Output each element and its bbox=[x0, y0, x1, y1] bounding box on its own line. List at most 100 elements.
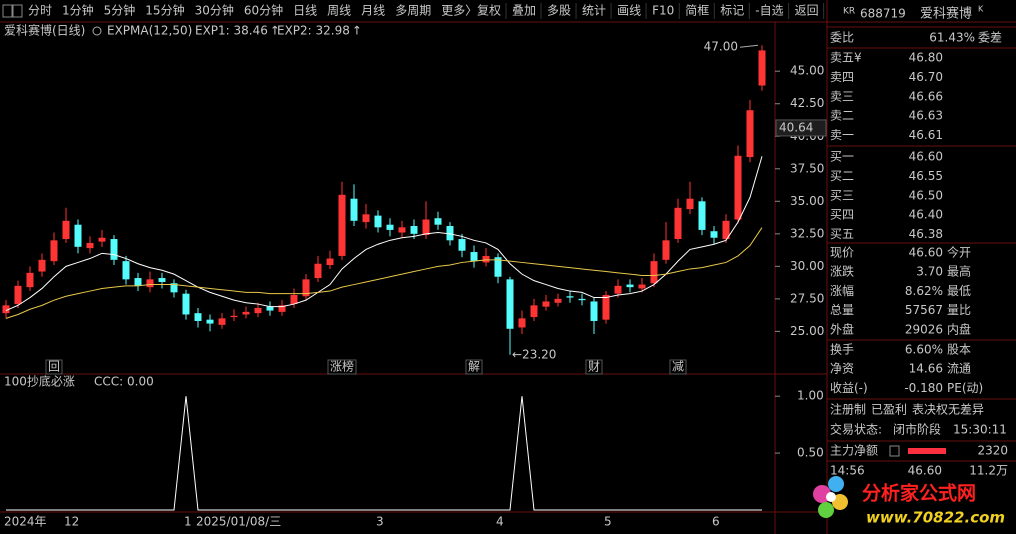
candle-body bbox=[134, 278, 142, 286]
candle-body bbox=[326, 258, 334, 266]
y-tick-label: 32.50 bbox=[790, 226, 824, 240]
period-tab[interactable]: 分时 bbox=[28, 4, 52, 18]
status-label: 交易状态: bbox=[830, 422, 882, 437]
tool-button[interactable]: -自选 bbox=[755, 4, 783, 18]
candle-body bbox=[746, 110, 754, 158]
high-pointer bbox=[739, 44, 759, 48]
event-marker-box bbox=[327, 359, 357, 375]
indicator-icon[interactable] bbox=[92, 26, 102, 36]
row-value: 29026 bbox=[905, 322, 943, 336]
period-tab[interactable]: 周线 bbox=[327, 4, 351, 18]
candle-body bbox=[14, 285, 22, 305]
candle-body bbox=[62, 220, 70, 240]
cursor-price-box bbox=[775, 119, 827, 137]
period-tab[interactable]: 多周期 bbox=[395, 4, 431, 18]
period-tab[interactable]: 1分钟 bbox=[62, 3, 94, 18]
row-label: 外盘 bbox=[830, 321, 854, 336]
badge: K bbox=[978, 5, 984, 14]
cursor-price-label: 40.64 bbox=[779, 120, 813, 134]
candle-body bbox=[590, 301, 598, 321]
candle-body bbox=[290, 294, 298, 305]
candle-body bbox=[602, 294, 610, 320]
book-label: 卖四 bbox=[830, 70, 854, 84]
tag: 表决权无差异 bbox=[912, 403, 984, 417]
logo-petal bbox=[832, 494, 848, 510]
row-label: 今开 bbox=[947, 245, 971, 260]
candle-body bbox=[710, 231, 718, 238]
tool-button[interactable]: 叠加 bbox=[512, 4, 536, 18]
tool-button[interactable]: 标记 bbox=[720, 4, 744, 18]
tool-button[interactable]: 返回 bbox=[795, 4, 819, 18]
candle-body bbox=[170, 283, 178, 293]
candle-body bbox=[314, 263, 322, 279]
period-tab[interactable]: 60分钟 bbox=[244, 3, 283, 18]
candle-body bbox=[194, 313, 202, 321]
book-label: 卖二 bbox=[830, 109, 854, 123]
candle-body bbox=[74, 224, 82, 247]
tool-button[interactable]: 多股 bbox=[547, 4, 571, 18]
tool-button[interactable]: 统计 bbox=[582, 4, 606, 18]
tool-button[interactable]: 简框 bbox=[685, 4, 709, 18]
candle-body bbox=[218, 318, 226, 325]
period-tab[interactable]: 15分钟 bbox=[145, 3, 184, 18]
period-tab[interactable]: 日线 bbox=[293, 4, 317, 18]
candle-body bbox=[278, 305, 286, 312]
event-marker[interactable]: 财 bbox=[588, 360, 600, 374]
tool-button[interactable]: 画线 bbox=[617, 4, 641, 18]
candle-body bbox=[422, 219, 430, 236]
row-value: 57567 bbox=[905, 303, 943, 317]
y-tick-label: 1.00 bbox=[797, 389, 824, 403]
candle-body bbox=[698, 201, 706, 230]
period-tab[interactable]: 更多〉 bbox=[441, 4, 477, 18]
candle-body bbox=[182, 293, 190, 315]
candle-body bbox=[686, 198, 694, 210]
indicator-line bbox=[6, 396, 762, 511]
period-tab[interactable]: 5分钟 bbox=[104, 3, 136, 18]
tick-volume: 11.2万 bbox=[969, 464, 1008, 478]
event-marker[interactable]: 回 bbox=[48, 360, 60, 374]
candle-body bbox=[482, 255, 490, 263]
y-tick-label: 45.00 bbox=[790, 64, 824, 78]
book-label: 买一 bbox=[830, 150, 854, 164]
candle-body bbox=[554, 298, 562, 303]
event-marker[interactable]: 涨榜 bbox=[330, 359, 354, 374]
row-label: 委比 bbox=[830, 31, 854, 45]
candle-body bbox=[242, 311, 250, 315]
candle-body bbox=[470, 252, 478, 262]
tool-button[interactable]: F10 bbox=[652, 4, 674, 18]
candle-body bbox=[266, 306, 274, 311]
candle-body bbox=[446, 226, 454, 241]
candle-body bbox=[458, 239, 466, 251]
period-tab[interactable]: 月线 bbox=[361, 4, 385, 18]
candle-body bbox=[338, 194, 346, 256]
book-price: 46.80 bbox=[909, 51, 943, 65]
candle-body bbox=[98, 237, 106, 242]
x-tick-label: 5 bbox=[604, 515, 612, 529]
period-tab[interactable]: 30分钟 bbox=[195, 3, 234, 18]
net-icon[interactable] bbox=[889, 445, 900, 457]
candle-body bbox=[206, 319, 214, 324]
tick-time: 14:56 bbox=[830, 464, 865, 478]
x-tick-label: 1 bbox=[184, 515, 192, 529]
logo-petal bbox=[828, 476, 844, 492]
nav-right[interactable] bbox=[12, 4, 23, 18]
net-value: 2320 bbox=[977, 444, 1008, 458]
candle-body bbox=[650, 261, 658, 284]
status-value: 闭市阶段 bbox=[893, 422, 941, 437]
candle-body bbox=[110, 239, 118, 260]
y-tick-label: 37.50 bbox=[790, 161, 824, 175]
nav-left[interactable] bbox=[2, 4, 13, 18]
candle-body bbox=[626, 284, 634, 288]
event-marker[interactable]: 减 bbox=[672, 360, 684, 374]
tool-button[interactable]: 复权 bbox=[477, 4, 501, 18]
event-marker[interactable]: 解 bbox=[468, 360, 480, 374]
book-label: 买三 bbox=[830, 188, 854, 202]
book-price: 46.50 bbox=[909, 188, 943, 202]
book-price: 46.63 bbox=[909, 109, 943, 123]
row-label: 总量 bbox=[830, 303, 854, 317]
book-price: 46.40 bbox=[909, 208, 943, 222]
y-tick-label: 30.00 bbox=[790, 259, 824, 273]
stock-name: 爱科赛博 bbox=[920, 6, 972, 22]
candle-body bbox=[86, 242, 94, 249]
